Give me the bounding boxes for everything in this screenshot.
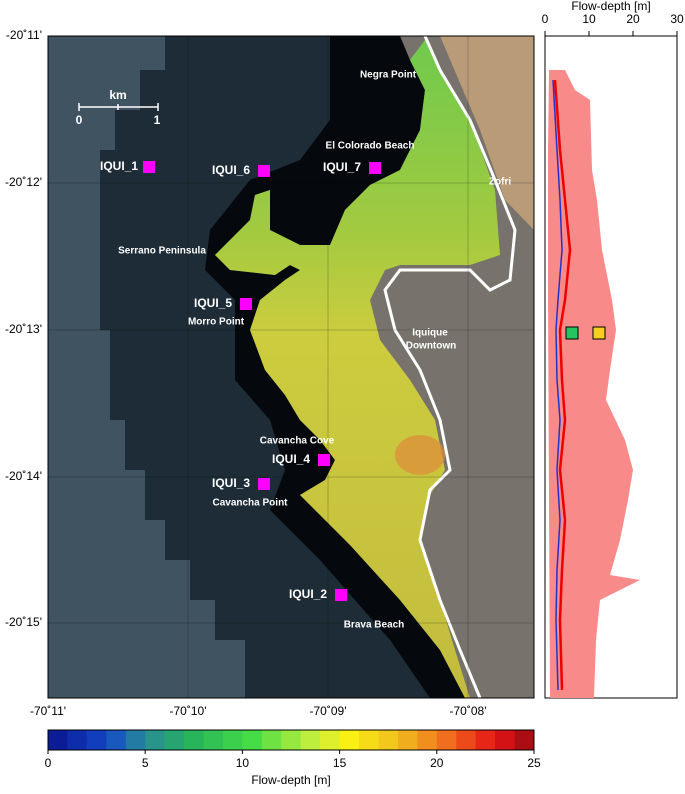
lon-tick-label: -70˚10' [170,704,207,718]
inundation-area [215,40,500,698]
profile [544,35,678,699]
lon-tick-label: -70˚08' [450,704,487,718]
yellow-marker [592,326,606,340]
lon-tick-label: -70˚11' [30,704,66,718]
station-marker [318,454,330,466]
lat-tick-label: -20˚14' [5,469,42,483]
colorbar-cell [514,730,535,750]
place-label: Iquique [412,328,448,339]
colorbar-cell [378,730,399,750]
place-label: Downtown [406,341,457,352]
place-label: Negra Point [360,70,417,81]
colorbar-cell [164,730,185,750]
colorbar-cell [222,730,243,750]
scale-end: 1 [154,113,161,127]
colorbar-cell [300,730,321,750]
scale-bar [78,103,159,111]
place-label: Cavancha Point [212,498,288,509]
colorbar-cell [184,730,205,750]
colorbar-cell [359,730,379,750]
colorbar-cell [242,730,263,750]
profile-tick-label: 30 [670,12,684,26]
station-label: IQUI_7 [323,160,361,174]
station-marker [258,478,270,490]
colorbar-cell [339,730,360,750]
colorbar-cell [281,730,302,750]
colorbar-cell [456,730,477,750]
station-label: IQUI_1 [100,159,138,173]
place-label: Brava Beach [344,620,405,631]
flow-depth-max [553,79,572,691]
evacuation-line [383,36,517,698]
station-label: IQUI_3 [212,476,250,490]
profile-tick-label: 10 [582,12,596,26]
station-label: IQUI_2 [289,587,327,601]
station-marker [258,165,270,177]
profile-tick-label: 20 [626,12,640,26]
colorbar-tick-label: 10 [236,756,250,770]
colorbar-cell [417,730,438,750]
place-label: Cavancha Cove [260,436,335,447]
colorbar-cell [320,730,341,750]
colorbar-cell [125,730,146,750]
colorbar-frame [47,729,535,751]
colorbar-cell [145,730,166,750]
lat-tick-label: -20˚11' [6,28,42,42]
place-label: Zofri [489,177,511,188]
colorbar-cell [436,730,457,750]
colorbar-cell [475,730,496,750]
place-label: Morro Point [188,317,245,328]
profile-tick-label: 0 [542,12,549,26]
lat-tick-label: -20˚15' [5,615,42,629]
station-marker [240,298,252,310]
colorbar-tick-label: 15 [333,756,347,770]
lat-tick-label: -20˚12' [5,175,42,189]
station-marker [143,161,155,173]
colorbar-tick-label: 25 [527,756,541,770]
flow-depth-envelope [548,70,640,698]
scale-unit: km [109,88,126,102]
colorbar-tick-label: 20 [430,756,444,770]
green-marker [565,326,579,340]
map: km 0 1 [48,36,534,698]
graticule [48,36,534,698]
map-frame [47,35,535,699]
colorbar-cell [495,730,516,750]
station-marker [335,589,347,601]
place-label: El Colorado Beach [326,141,415,152]
lat-tick-label: -20˚13' [5,322,42,336]
scale-start: 0 [76,113,83,127]
max-depth-zone [395,435,445,475]
station-marker [369,162,381,174]
profile-title: Flow-depth [m] [571,0,650,13]
colorbar-cell [48,730,68,750]
colorbar-label: Flow-depth [m] [251,773,330,787]
flow-depth-min [552,79,563,691]
station-label: IQUI_4 [272,452,310,466]
colorbar-cell [106,730,127,750]
colorbar-tick-label: 5 [142,756,149,770]
station-label: IQUI_6 [212,163,250,177]
colorbar-cell [67,730,88,750]
colorbar-cell [261,730,282,750]
desert [440,36,534,230]
colorbar-cell [86,730,107,750]
station-label: IQUI_5 [194,296,232,310]
colorbar-tick-label: 0 [45,756,52,770]
lon-tick-label: -70˚09' [310,704,347,718]
colorbar-cell [203,730,224,750]
colorbar-cell [397,730,418,750]
place-label: Serrano Peninsula [118,246,206,257]
